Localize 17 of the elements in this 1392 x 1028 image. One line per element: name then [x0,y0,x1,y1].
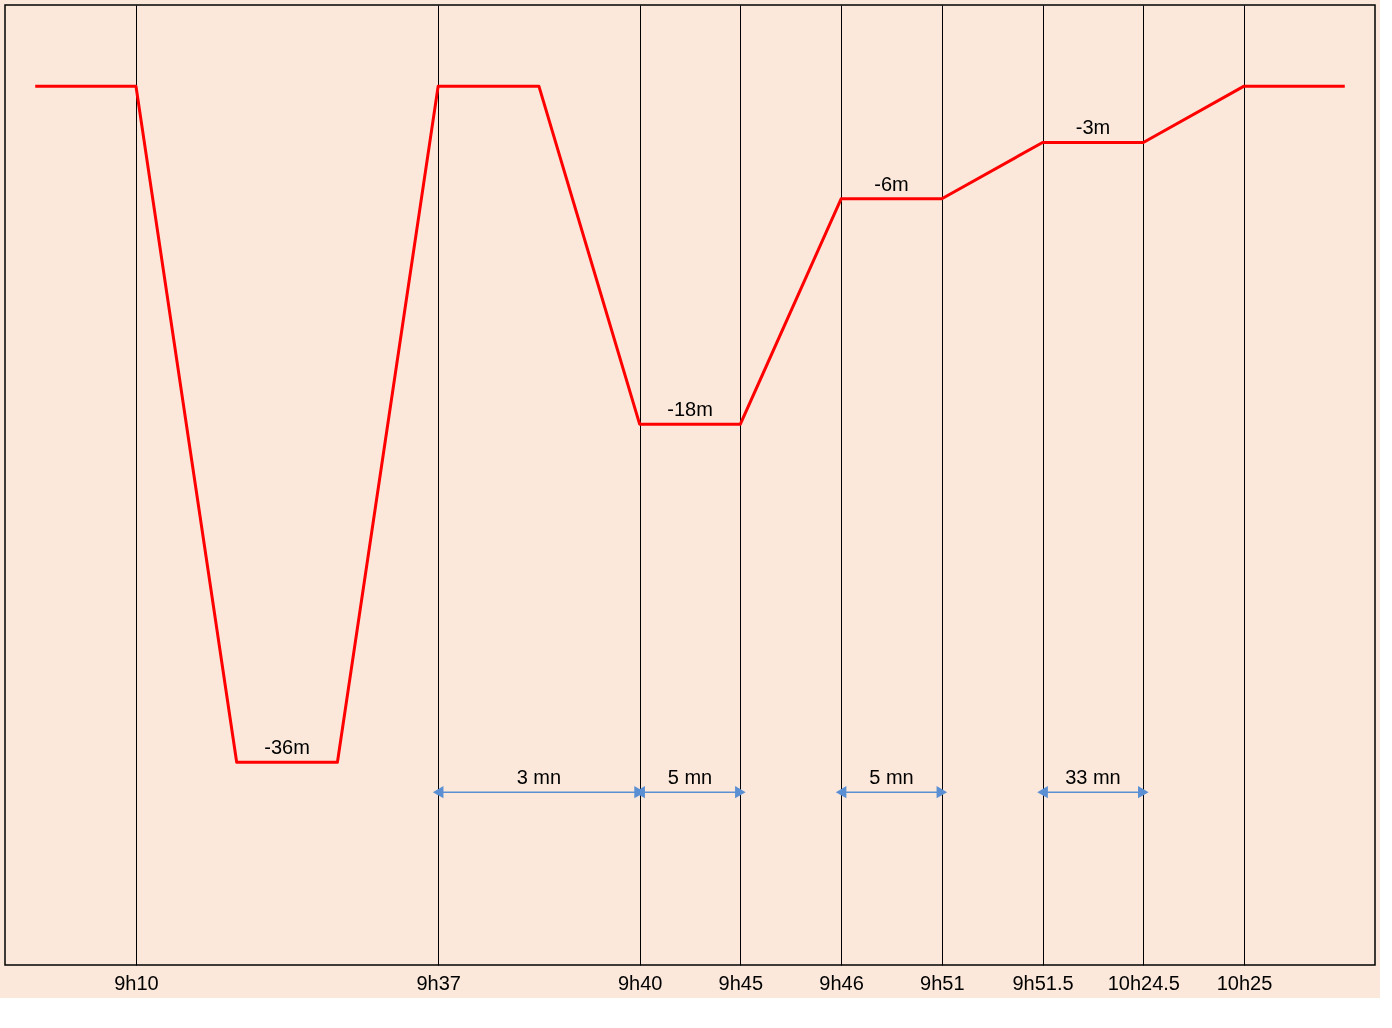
x-tick-label: 9h51 [920,971,965,994]
data-label: -6m [874,172,909,195]
x-tick-label: 9h40 [617,971,663,994]
text: 5 mn [667,766,713,789]
x-tick-label: 9h10 [114,971,159,994]
x-tick-label: 9h37 [416,971,461,994]
x-tick-label: 9h45 [718,971,764,994]
text: 33 mn [1065,766,1121,789]
x-tick-label: 10h24.5 [1107,971,1180,994]
x-tick-label: 9h51.5 [1012,971,1074,994]
text: 3 mn [516,766,562,789]
data-label: -3m [1075,116,1111,139]
x-tick-label: 9h46 [819,971,864,994]
text: 5 mn [869,766,914,789]
data-label: -18m [667,398,713,421]
data-label: -36m [264,736,310,759]
x-tick-label: 10h25 [1216,971,1273,994]
